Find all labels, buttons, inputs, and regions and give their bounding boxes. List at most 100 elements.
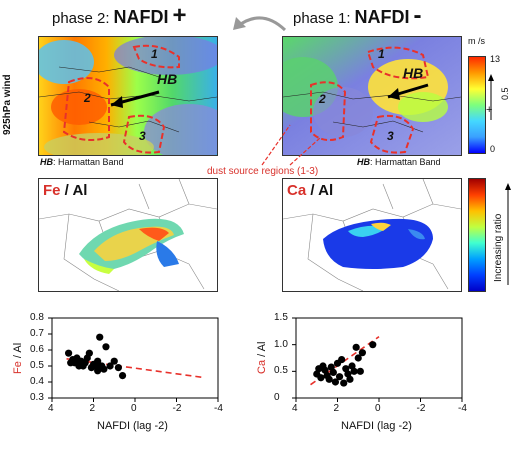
data-point <box>350 367 358 375</box>
data-point <box>325 375 333 383</box>
ca-al-label: Ca / Al <box>287 182 334 199</box>
region-1-phase2: 1 <box>151 47 158 61</box>
hb-label-phase2: HB <box>157 71 178 87</box>
fe-al-map-svg <box>39 179 217 291</box>
data-point <box>321 366 329 374</box>
x-tick-label: -2 <box>172 403 182 414</box>
data-point <box>81 359 89 367</box>
data-point <box>83 354 91 362</box>
wind-colorbar-max: 13 <box>490 54 501 64</box>
x-tick-label: -4 <box>214 403 223 414</box>
trend-line <box>310 336 380 386</box>
data-point <box>346 375 354 383</box>
hb-caption-right: HB: Harmattan Band <box>357 157 441 167</box>
dust-source-label: dust source regions (1-3) <box>207 166 319 177</box>
region-3-phase1: 3 <box>387 129 394 143</box>
data-point <box>315 365 323 373</box>
data-point <box>73 354 81 362</box>
phase2-sign: + <box>172 2 187 29</box>
x-tick-label: -2 <box>416 403 426 414</box>
wind-map-phase1-svg <box>283 37 461 155</box>
data-point <box>89 360 98 368</box>
y-tick-label: 0.3 <box>30 392 44 403</box>
region-3-phase2: 3 <box>139 129 146 143</box>
y-tick-label: 0.6 <box>30 344 44 355</box>
data-point <box>342 365 350 373</box>
wind-colorbar-mid: 0.5 <box>500 87 510 100</box>
data-point <box>319 362 327 370</box>
data-point <box>79 360 87 368</box>
y-tick-label: 1.0 <box>274 338 288 350</box>
x-tick-label: 4 <box>48 403 54 414</box>
data-point <box>356 367 364 375</box>
data-point <box>67 359 75 367</box>
y-tick-label: 0.8 <box>30 312 44 323</box>
data-point <box>65 349 73 357</box>
plot-frame <box>295 317 463 399</box>
data-point <box>331 378 340 386</box>
wind-ylabel: 925hPa wind <box>2 74 13 135</box>
data-point <box>340 379 348 387</box>
wind-colorbar-min: 0 <box>490 144 496 154</box>
data-point <box>352 343 360 351</box>
x-tick-label: 4 <box>292 403 298 414</box>
data-point <box>87 364 96 372</box>
phase2-title: phase 2: NAFDI + <box>52 2 187 30</box>
hb-label-phase1: HB <box>403 65 424 81</box>
data-point <box>323 372 331 380</box>
fe-al-label: Fe / Al <box>43 182 88 199</box>
wind-map-phase2: HB 1 2 3 <box>38 36 218 156</box>
data-point <box>102 343 110 351</box>
ratio-colorbar-label: Increasing ratio <box>493 213 504 282</box>
region-2-phase1: 2 <box>319 92 326 106</box>
data-point <box>358 349 366 357</box>
data-point <box>71 359 79 367</box>
data-point <box>114 364 122 372</box>
phase2-index: NAFDI <box>113 7 169 27</box>
data-point <box>106 362 114 370</box>
phase1-sign: - <box>413 2 422 29</box>
wind-colorbar <box>468 56 486 154</box>
data-point <box>333 359 342 367</box>
phase1-title: phase 1: NAFDI - <box>293 2 422 30</box>
data-point <box>94 367 102 375</box>
data-point <box>96 333 104 341</box>
plot-frame <box>51 317 219 399</box>
y-tick-label: 0.4 <box>30 376 44 387</box>
phase1-prefix: phase 1: <box>293 10 351 27</box>
region-2-phase2: 2 <box>84 91 91 105</box>
x-tick-label: -4 <box>458 403 467 414</box>
data-point <box>344 370 352 378</box>
phase-arrow-head <box>233 17 246 30</box>
data-point <box>91 362 100 370</box>
y-tick-label: 0.5 <box>274 365 288 377</box>
data-point <box>327 363 335 371</box>
y-tick-label: 0.5 <box>30 360 44 371</box>
data-point <box>77 357 85 365</box>
y-tick-label: 0 <box>274 392 280 403</box>
data-point <box>329 368 337 376</box>
data-point <box>75 362 83 370</box>
data-point <box>100 365 108 373</box>
data-point <box>98 362 106 370</box>
y-tick-label: 0.7 <box>30 328 44 339</box>
x-axis-label: NAFDI (lag -2) <box>97 420 168 432</box>
wind-colorbar-unit: m /s <box>468 36 485 46</box>
data-point <box>317 374 325 382</box>
region-1-phase1: 1 <box>378 47 385 61</box>
x-tick-label: 2 <box>333 403 340 414</box>
hb-caption-left: HB: Harmattan Band <box>40 157 124 167</box>
ca-al-map: Ca / Al <box>282 178 462 292</box>
fe-al-map: Fe / Al <box>38 178 218 292</box>
data-point <box>79 362 87 370</box>
data-point <box>85 349 93 357</box>
x-tick-label: 2 <box>89 403 96 414</box>
ca-al-map-svg <box>283 179 461 291</box>
x-axis-label: NAFDI (lag -2) <box>341 420 412 432</box>
data-point <box>313 370 321 378</box>
data-point <box>348 362 356 370</box>
data-point <box>94 357 102 365</box>
wind-map-phase1: HB 1 2 3 <box>282 36 462 156</box>
y-tick-label: 1.5 <box>274 312 288 323</box>
data-point <box>338 356 346 364</box>
